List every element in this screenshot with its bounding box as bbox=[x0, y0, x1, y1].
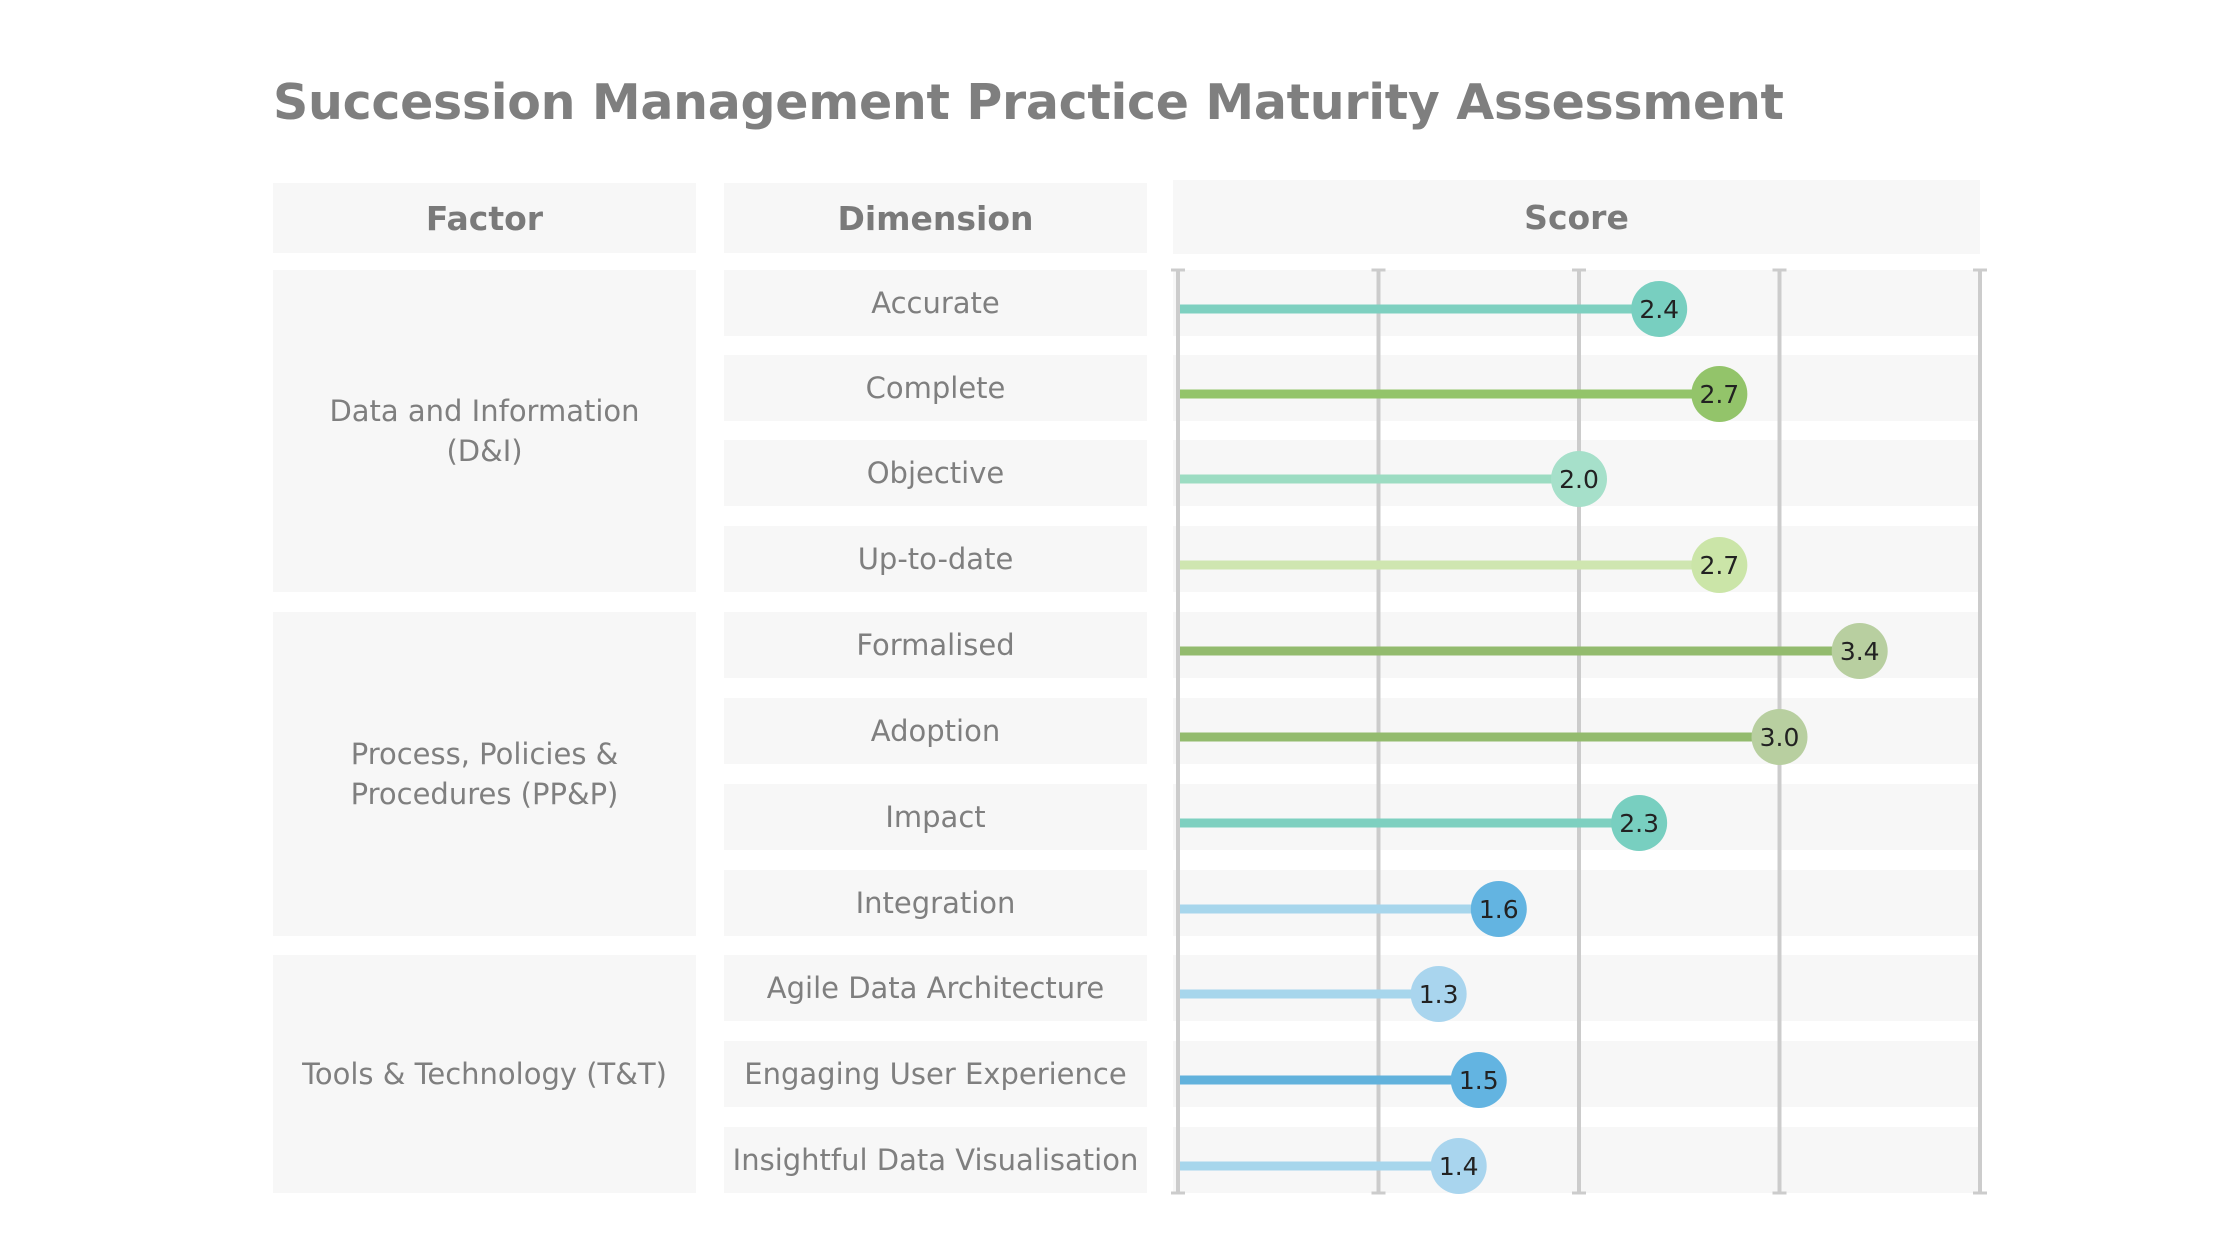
score-dot bbox=[1450, 1052, 1507, 1108]
header-score: Score bbox=[1173, 180, 1980, 254]
score-value-label: 1.6 bbox=[1479, 895, 1519, 924]
score-row-background bbox=[1173, 870, 1980, 936]
dimension-cell: Impact bbox=[724, 784, 1147, 850]
score-row-background bbox=[1173, 270, 1980, 336]
score-value-label: 3.0 bbox=[1760, 723, 1800, 752]
score-dot bbox=[1691, 366, 1748, 422]
score-value-label: 2.7 bbox=[1699, 380, 1739, 409]
score-row-background bbox=[1173, 355, 1980, 421]
dimension-cell: Formalised bbox=[724, 612, 1147, 678]
score-dot bbox=[1611, 795, 1668, 851]
score-value-label: 2.7 bbox=[1699, 551, 1739, 580]
score-dot bbox=[1831, 623, 1888, 679]
score-row-background bbox=[1173, 784, 1980, 850]
score-value-label: 2.0 bbox=[1559, 465, 1599, 494]
factor-cell-ppp: Process, Policies & Procedures (PP&P) bbox=[273, 612, 696, 936]
score-dot bbox=[1430, 1138, 1487, 1194]
score-dot bbox=[1691, 537, 1748, 593]
score-value-label: 1.5 bbox=[1459, 1066, 1499, 1095]
score-row-background bbox=[1173, 955, 1980, 1021]
dimension-cell: Agile Data Architecture bbox=[724, 955, 1147, 1021]
dimension-cell: Insightful Data Visualisation bbox=[724, 1127, 1147, 1193]
page-title: Succession Management Practice Maturity … bbox=[273, 74, 1784, 131]
dimension-cell: Up-to-date bbox=[724, 526, 1147, 592]
score-value-label: 2.3 bbox=[1619, 809, 1659, 838]
header-factor: Factor bbox=[273, 183, 696, 253]
dimension-cell: Integration bbox=[724, 870, 1147, 936]
factor-cell-tt: Tools & Technology (T&T) bbox=[273, 955, 696, 1193]
score-row-background bbox=[1173, 1041, 1980, 1107]
score-value-label: 1.4 bbox=[1439, 1152, 1479, 1181]
score-dot bbox=[1751, 709, 1808, 765]
score-value-label: 1.3 bbox=[1419, 980, 1459, 1009]
header-dimension: Dimension bbox=[724, 183, 1147, 253]
score-row-background bbox=[1173, 526, 1980, 592]
dimension-cell: Accurate bbox=[724, 270, 1147, 336]
score-value-label: 3.4 bbox=[1840, 637, 1880, 666]
dimension-cell: Engaging User Experience bbox=[724, 1041, 1147, 1107]
score-dot bbox=[1410, 966, 1467, 1022]
factor-cell-di: Data and Information (D&I) bbox=[273, 270, 696, 592]
score-row-background bbox=[1173, 698, 1980, 764]
dimension-cell: Objective bbox=[724, 440, 1147, 506]
score-dot bbox=[1631, 281, 1688, 337]
dimension-cell: Adoption bbox=[724, 698, 1147, 764]
score-value-label: 2.4 bbox=[1639, 295, 1679, 324]
score-dot bbox=[1551, 451, 1607, 507]
score-dot bbox=[1470, 881, 1527, 937]
dimension-cell: Complete bbox=[724, 355, 1147, 421]
score-row-background bbox=[1173, 1127, 1980, 1193]
